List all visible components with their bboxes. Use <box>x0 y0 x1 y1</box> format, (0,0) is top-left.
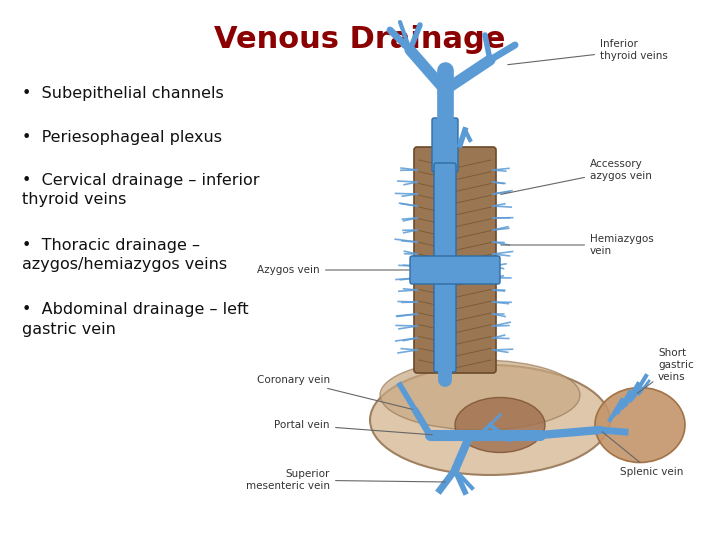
Text: Venous Drainage: Venous Drainage <box>215 25 505 54</box>
Text: Azygos vein: Azygos vein <box>257 265 409 275</box>
Text: Accessory
azygos vein: Accessory azygos vein <box>500 159 652 194</box>
FancyBboxPatch shape <box>434 163 456 372</box>
Text: •  Cervical drainage – inferior
thyroid veins: • Cervical drainage – inferior thyroid v… <box>22 173 259 207</box>
FancyBboxPatch shape <box>432 118 458 172</box>
Text: •  Thoracic drainage –
azygos/hemiazygos veins: • Thoracic drainage – azygos/hemiazygos … <box>22 238 227 272</box>
Text: •  Subepithelial channels: • Subepithelial channels <box>22 86 223 102</box>
Text: Coronary vein: Coronary vein <box>257 375 413 409</box>
Text: Inferior
thyroid veins: Inferior thyroid veins <box>508 39 668 65</box>
Text: Short
gastric
veins: Short gastric veins <box>637 348 694 393</box>
Text: Splenic vein: Splenic vein <box>602 432 683 477</box>
Ellipse shape <box>380 360 580 430</box>
Ellipse shape <box>595 388 685 462</box>
Text: Hemiazygos
vein: Hemiazygos vein <box>501 234 654 256</box>
Text: Superior
mesenteric vein: Superior mesenteric vein <box>246 469 445 491</box>
Ellipse shape <box>455 397 545 453</box>
FancyBboxPatch shape <box>414 147 496 373</box>
Text: •  Periesophageal plexus: • Periesophageal plexus <box>22 130 222 145</box>
Ellipse shape <box>370 365 610 475</box>
FancyBboxPatch shape <box>410 256 500 284</box>
Text: •  Abdominal drainage – left
gastric vein: • Abdominal drainage – left gastric vein <box>22 302 248 336</box>
Text: Portal vein: Portal vein <box>274 420 432 435</box>
